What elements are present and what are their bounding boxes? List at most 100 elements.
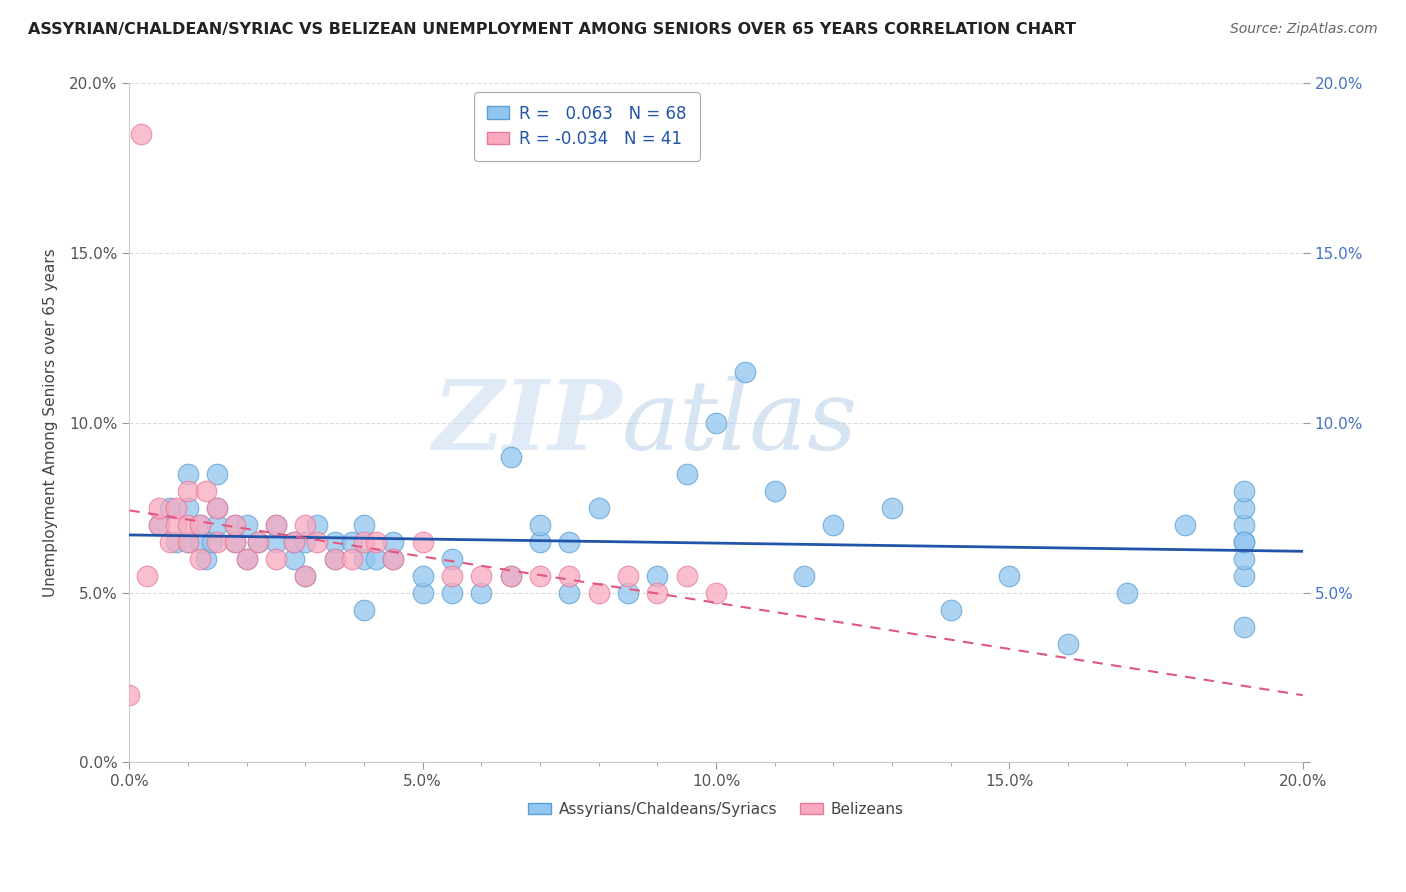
Point: [441, 585, 464, 599]
Point: [118, 688, 141, 702]
Point: [998, 568, 1021, 582]
Point: [647, 585, 669, 599]
Point: [382, 551, 405, 566]
Point: [412, 534, 434, 549]
Point: [264, 517, 287, 532]
Point: [224, 517, 246, 532]
Point: [207, 467, 229, 481]
Point: [441, 551, 464, 566]
Point: [224, 534, 246, 549]
Point: [1115, 585, 1137, 599]
Point: [177, 467, 200, 481]
Point: [1233, 500, 1256, 515]
Point: [353, 534, 375, 549]
Point: [470, 568, 492, 582]
Point: [353, 602, 375, 616]
Point: [1233, 551, 1256, 566]
Point: [188, 534, 211, 549]
Point: [1057, 637, 1080, 651]
Point: [364, 551, 387, 566]
Point: [588, 585, 610, 599]
Point: [283, 551, 305, 566]
Point: [294, 568, 316, 582]
Point: [823, 517, 845, 532]
Point: [353, 551, 375, 566]
Point: [617, 585, 640, 599]
Point: [177, 483, 200, 498]
Point: [499, 568, 522, 582]
Text: ZIP: ZIP: [433, 376, 623, 470]
Point: [148, 517, 170, 532]
Point: [617, 568, 640, 582]
Legend: Assyrians/Chaldeans/Syriacs, Belizeans: Assyrians/Chaldeans/Syriacs, Belizeans: [522, 796, 910, 822]
Point: [165, 517, 187, 532]
Point: [283, 534, 305, 549]
Point: [323, 551, 346, 566]
Point: [704, 585, 727, 599]
Point: [499, 450, 522, 464]
Point: [177, 534, 200, 549]
Point: [647, 568, 669, 582]
Text: Source: ZipAtlas.com: Source: ZipAtlas.com: [1230, 22, 1378, 37]
Point: [207, 500, 229, 515]
Point: [558, 534, 581, 549]
Point: [499, 568, 522, 582]
Point: [247, 534, 270, 549]
Point: [470, 585, 492, 599]
Point: [441, 568, 464, 582]
Point: [353, 517, 375, 532]
Point: [1233, 534, 1256, 549]
Point: [342, 534, 364, 549]
Point: [177, 500, 200, 515]
Point: [200, 534, 222, 549]
Text: ASSYRIAN/CHALDEAN/SYRIAC VS BELIZEAN UNEMPLOYMENT AMONG SENIORS OVER 65 YEARS CO: ASSYRIAN/CHALDEAN/SYRIAC VS BELIZEAN UNE…: [28, 22, 1076, 37]
Point: [1233, 568, 1256, 582]
Point: [194, 551, 217, 566]
Point: [224, 534, 246, 549]
Point: [194, 483, 217, 498]
Point: [558, 585, 581, 599]
Point: [207, 500, 229, 515]
Point: [529, 568, 551, 582]
Point: [588, 500, 610, 515]
Point: [294, 517, 316, 532]
Point: [165, 534, 187, 549]
Point: [763, 483, 786, 498]
Point: [136, 568, 159, 582]
Point: [235, 551, 257, 566]
Point: [224, 517, 246, 532]
Point: [382, 551, 405, 566]
Point: [793, 568, 815, 582]
Point: [323, 551, 346, 566]
Point: [235, 517, 257, 532]
Point: [529, 517, 551, 532]
Point: [159, 534, 181, 549]
Point: [264, 534, 287, 549]
Point: [1233, 517, 1256, 532]
Point: [412, 585, 434, 599]
Point: [148, 517, 170, 532]
Point: [165, 500, 187, 515]
Point: [148, 500, 170, 515]
Point: [294, 534, 316, 549]
Point: [529, 534, 551, 549]
Text: atlas: atlas: [623, 376, 858, 470]
Point: [1233, 620, 1256, 634]
Point: [323, 534, 346, 549]
Point: [188, 517, 211, 532]
Point: [247, 534, 270, 549]
Point: [342, 551, 364, 566]
Point: [207, 534, 229, 549]
Point: [734, 365, 756, 379]
Point: [307, 517, 329, 532]
Point: [412, 568, 434, 582]
Point: [283, 534, 305, 549]
Point: [159, 500, 181, 515]
Point: [235, 551, 257, 566]
Y-axis label: Unemployment Among Seniors over 65 years: Unemployment Among Seniors over 65 years: [44, 249, 58, 598]
Point: [177, 534, 200, 549]
Point: [264, 517, 287, 532]
Point: [207, 517, 229, 532]
Point: [188, 551, 211, 566]
Point: [1233, 534, 1256, 549]
